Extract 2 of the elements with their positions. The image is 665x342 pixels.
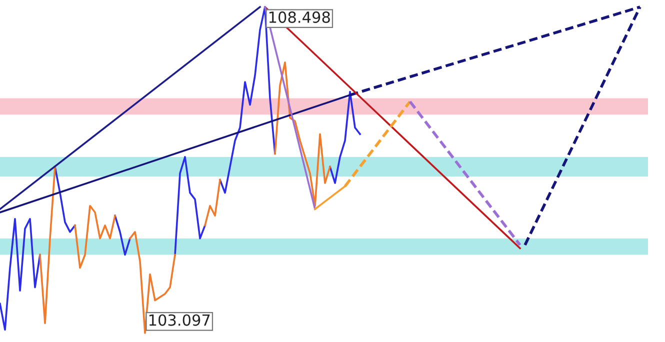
- annotation: 108.498: [269, 11, 330, 23]
- annotation: 103.097: [149, 314, 210, 326]
